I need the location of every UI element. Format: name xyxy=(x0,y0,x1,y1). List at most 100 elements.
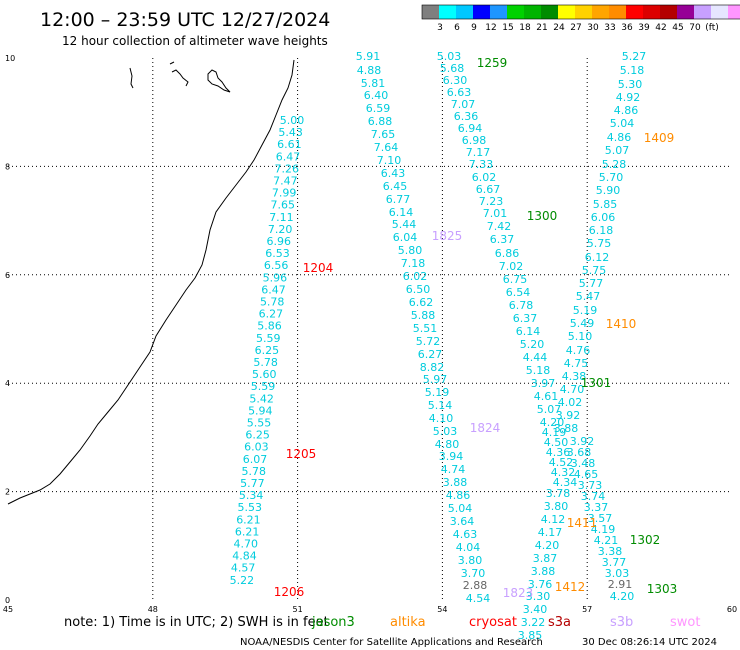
wave-height-value: 5.20 xyxy=(520,338,545,351)
pass-time-labels: 1259 1409 1825 1300 1204 1410 1301 1824 1205 1411… xyxy=(274,56,678,600)
wave-height-value: 6.21 xyxy=(235,525,260,538)
wave-height-value: 5.96 xyxy=(263,271,288,284)
colorbar: 3 6 9 12 15 18 21 24 27 30 33 36 39 42 45 70 (ft) xyxy=(421,4,740,33)
wave-height-value: 5.78 xyxy=(260,296,285,309)
pass-time-label: 1206 xyxy=(274,585,305,599)
wave-height-value: 5.18 xyxy=(620,64,645,77)
y-tick-label: 4 xyxy=(5,379,10,388)
legend-entry-s3a: s3a xyxy=(548,615,571,630)
wave-height-value: 4.86 xyxy=(607,131,632,144)
y-tick-label: 8 xyxy=(5,162,10,171)
wave-height-value: 5.78 xyxy=(253,356,278,369)
x-tick-label: 51 xyxy=(293,605,303,614)
pass-time-label: 1409 xyxy=(644,131,675,145)
wave-height-value: 7.99 xyxy=(272,187,297,200)
pass-time-label: 1303 xyxy=(647,582,678,596)
wave-height-value: 7.23 xyxy=(479,195,504,208)
wave-height-value: 5.19 xyxy=(573,304,598,317)
wave-height-value: 6.62 xyxy=(409,296,434,309)
wave-height-value: 4.12 xyxy=(541,513,566,526)
footer-timestamp: 30 Dec 08:26:14 UTC 2024 xyxy=(582,637,717,648)
legend-entry-jason3: jason3 xyxy=(311,615,355,630)
wave-height-value: 6.86 xyxy=(495,247,520,260)
pass-time-label: 1302 xyxy=(630,533,661,547)
wave-height-value: 3.80 xyxy=(458,554,483,567)
wave-height-value: 7.18 xyxy=(401,257,426,270)
wave-height-value: 3.40 xyxy=(523,603,548,616)
wave-height-value: 5.22 xyxy=(230,574,255,587)
colorbar-swatch xyxy=(439,5,456,19)
wave-height-value: 3.70 xyxy=(461,567,486,580)
wave-height-value: 5.75 xyxy=(582,264,607,277)
wave-height-value: 5.86 xyxy=(257,320,282,333)
wave-height-value: 7.20 xyxy=(268,223,293,236)
wave-height-value: 3.76 xyxy=(528,578,553,591)
wave-height-value: 7.17 xyxy=(466,146,491,159)
wave-height-value: 6.40 xyxy=(364,89,389,102)
wave-height-value: 6.88 xyxy=(368,115,393,128)
wave-height-value: 6.21 xyxy=(236,513,261,526)
wave-height-value: 3.94 xyxy=(439,450,464,463)
wave-height-value: 4.21 xyxy=(594,534,619,547)
colorbar-label: 70 xyxy=(689,23,701,33)
wave-height-value: 6.37 xyxy=(513,312,538,325)
wave-height-value: 3.22 xyxy=(521,616,546,629)
wave-height-value: 8.82 xyxy=(420,361,445,374)
wave-height-value: 6.37 xyxy=(490,233,515,246)
wave-height-value: 7.65 xyxy=(271,199,296,212)
wave-height-value: 4.61 xyxy=(534,390,559,403)
wave-height-value: 6.45 xyxy=(383,180,408,193)
wave-height-value: 5.55 xyxy=(247,417,272,430)
wave-height-value: 5.94 xyxy=(248,404,273,417)
wave-height-value: 5.10 xyxy=(568,330,593,343)
legend-entry-cryosat: cryosat xyxy=(469,615,517,630)
wave-height-value: 7.01 xyxy=(483,207,508,220)
wave-height-value: 4.17 xyxy=(538,526,563,539)
colorbar-label: 24 xyxy=(553,23,565,33)
wave-height-value: 6.98 xyxy=(462,134,487,147)
pass-time-label: 1259 xyxy=(477,56,508,70)
map-title: 12:00 – 23:59 UTC 12/27/2024 xyxy=(40,9,330,31)
colorbar-frame xyxy=(421,4,740,20)
wave-height-value: 3.88 xyxy=(531,565,556,578)
wave-height-value: 4.20 xyxy=(610,590,635,603)
wave-height-value: 5.72 xyxy=(416,335,441,348)
map-subtitle: 12 hour collection of altimeter wave hei… xyxy=(62,34,328,48)
axis-labels: 45 48 51 54 57 60 0 2 4 6 8 10 xyxy=(3,54,737,614)
y-tick-label: 10 xyxy=(5,54,15,63)
wave-height-value: 4.74 xyxy=(441,463,466,476)
wave-height-value: 5.44 xyxy=(392,218,417,231)
wave-height-value: 7.33 xyxy=(469,158,494,171)
wave-height-value: 5.49 xyxy=(570,317,595,330)
wave-height-value: 4.80 xyxy=(435,438,460,451)
wave-height-value: 3.88 xyxy=(443,476,468,489)
wave-height-value: 4.88 xyxy=(357,64,382,77)
wave-height-value: 6.30 xyxy=(443,74,468,87)
pass-time-label: 1205 xyxy=(286,447,317,461)
wave-height-value: 4.86 xyxy=(446,489,471,502)
x-tick-label: 57 xyxy=(582,605,592,614)
wave-height-value: 6.14 xyxy=(516,325,541,338)
wave-height-value: 3.87 xyxy=(533,552,558,565)
wave-height-value: 5.59 xyxy=(251,380,276,393)
wave-height-value: 4.20 xyxy=(535,539,560,552)
wave-height-value: 5.07 xyxy=(537,403,562,416)
wave-height-value: 6.67 xyxy=(476,183,501,196)
wave-height-value: 3.38 xyxy=(598,545,623,558)
wave-height-value: 4.84 xyxy=(232,550,257,563)
wave-height-value: 3.85 xyxy=(518,629,543,642)
colorbar-swatch xyxy=(677,5,694,19)
wave-height-value: 3.77 xyxy=(602,556,627,569)
wave-height-value: 6.12 xyxy=(585,251,610,264)
colorbar-swatch xyxy=(473,5,490,19)
colorbar-label: 9 xyxy=(471,23,477,33)
pass-time-label: 1300 xyxy=(527,209,558,223)
wave-height-value: 6.96 xyxy=(267,235,292,248)
wave-height-value: 4.63 xyxy=(453,528,478,541)
wave-height-value: 4.70 xyxy=(560,383,585,396)
wave-height-value: 5.70 xyxy=(599,171,624,184)
island-shape xyxy=(169,61,189,87)
colorbar-swatch xyxy=(626,5,643,19)
footer-credit: NOAA/NESDIS Center for Satellite Applica… xyxy=(240,637,543,648)
colorbar-label: 6 xyxy=(454,23,460,33)
